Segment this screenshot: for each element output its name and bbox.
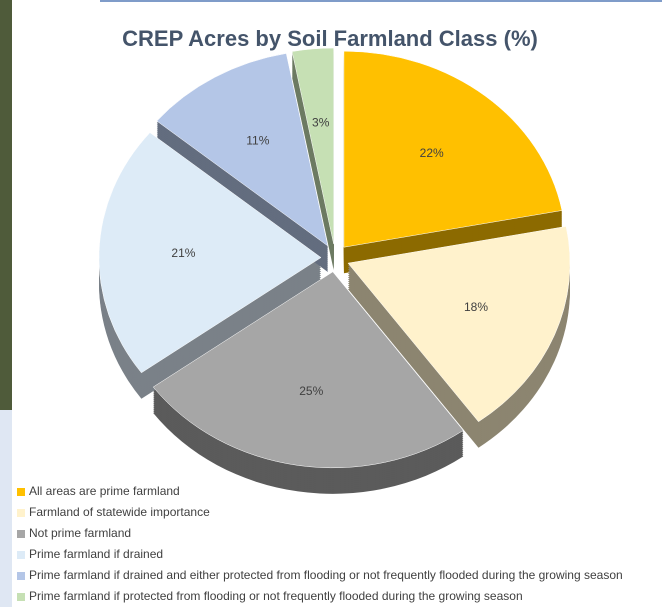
background-photo <box>0 0 12 410</box>
legend-label: Not prime farmland <box>29 526 131 540</box>
chart: CREP Acres by Soil Farmland Class (%) 22… <box>0 0 662 607</box>
data-label: 11% <box>246 134 269 148</box>
data-label: 18% <box>464 300 488 314</box>
legend-swatch <box>17 593 25 601</box>
legend-swatch <box>17 509 25 517</box>
legend-label: Prime farmland if drained <box>29 547 163 561</box>
legend-swatch <box>17 572 25 580</box>
chart-title: CREP Acres by Soil Farmland Class (%) <box>122 26 538 51</box>
background-panel <box>0 410 12 607</box>
legend-swatch <box>17 488 25 496</box>
legend-swatch <box>17 530 25 538</box>
legend-label: Farmland of statewide importance <box>29 505 210 519</box>
data-label: 3% <box>312 115 330 129</box>
data-label: 22% <box>420 146 444 160</box>
legend-swatch <box>17 551 25 559</box>
legend-label: All areas are prime farmland <box>29 484 180 498</box>
legend-label: Prime farmland if drained and either pro… <box>29 568 623 582</box>
data-label: 25% <box>299 384 323 398</box>
legend-label: Prime farmland if protected from floodin… <box>29 589 523 603</box>
data-label: 21% <box>171 246 195 260</box>
page: CREP Acres by Soil Farmland Class (%) 22… <box>0 0 662 607</box>
